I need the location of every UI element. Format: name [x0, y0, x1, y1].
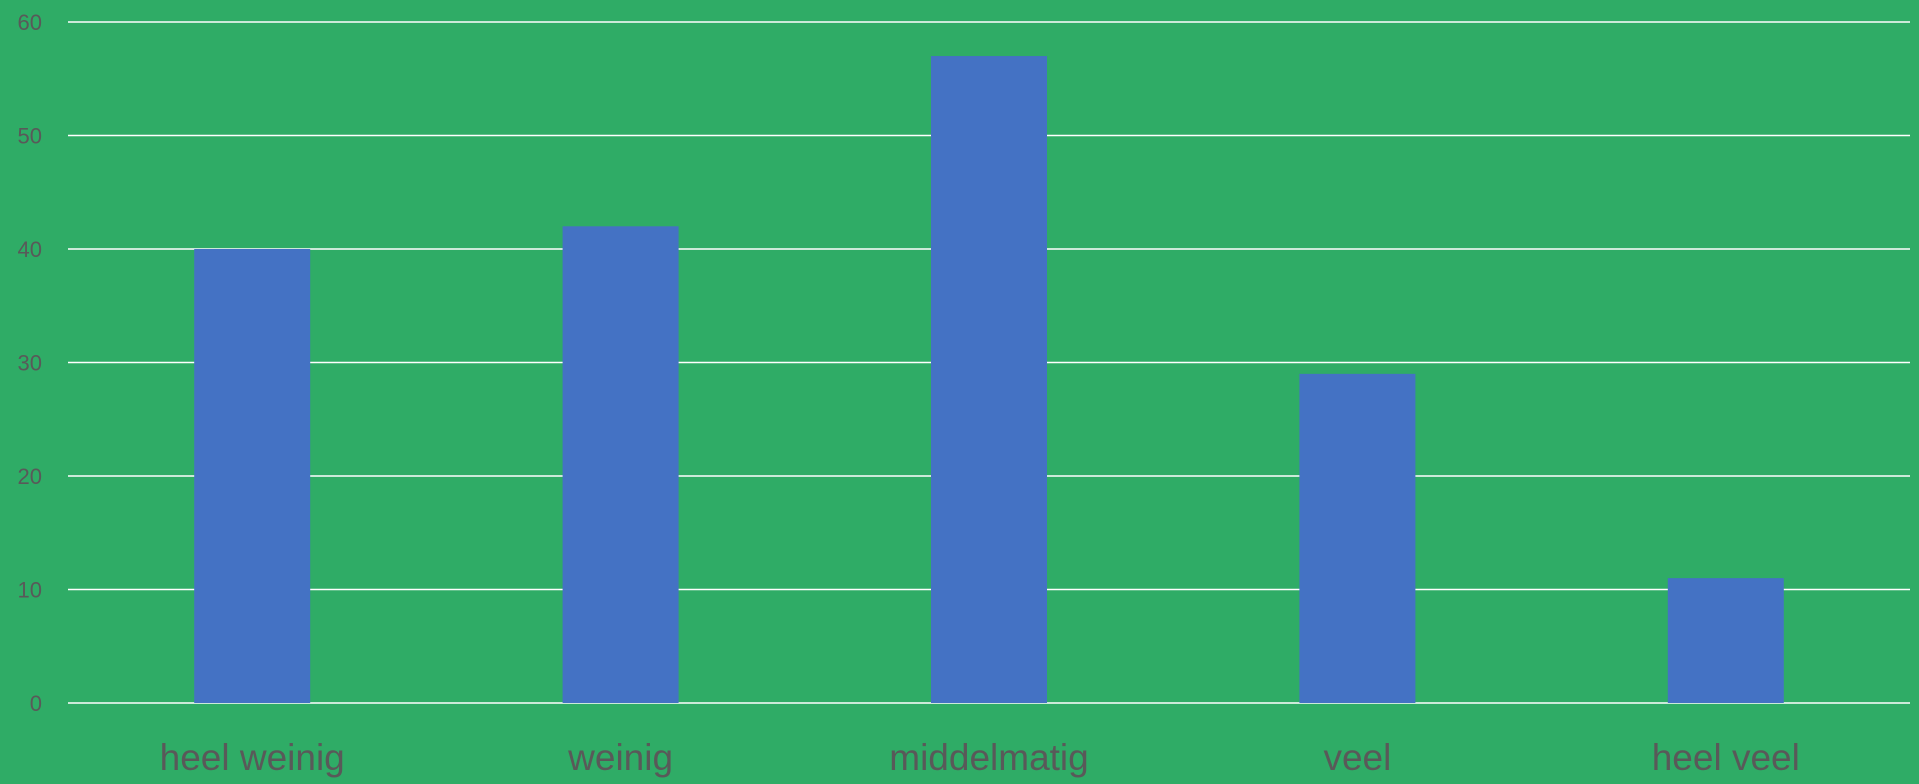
y-tick-label: 60 — [18, 10, 42, 35]
bar-weinig — [562, 226, 679, 704]
y-tick-label: 20 — [18, 464, 42, 489]
x-axis-tick-labels: heel weinig weinig middelmatig veel heel vee… — [160, 737, 1800, 778]
x-tick-label: middelmatig — [889, 737, 1088, 778]
bars — [194, 56, 1784, 704]
bar-veel — [1299, 373, 1416, 703]
y-tick-label: 0 — [30, 691, 42, 716]
x-tick-label: weinig — [567, 737, 673, 778]
y-axis-tick-labels: 0 10 20 30 40 50 60 — [18, 10, 42, 716]
bar-middelmatig — [931, 56, 1047, 704]
y-tick-label: 40 — [18, 237, 42, 262]
x-tick-label: heel veel — [1652, 737, 1800, 778]
y-tick-label: 30 — [18, 351, 42, 376]
x-tick-label: heel weinig — [160, 737, 345, 778]
x-tick-label: veel — [1323, 737, 1391, 778]
bar-heel-veel — [1667, 578, 1784, 703]
y-tick-label: 50 — [18, 124, 42, 149]
bar-heel-weinig — [194, 249, 311, 703]
y-tick-label: 10 — [18, 578, 42, 603]
